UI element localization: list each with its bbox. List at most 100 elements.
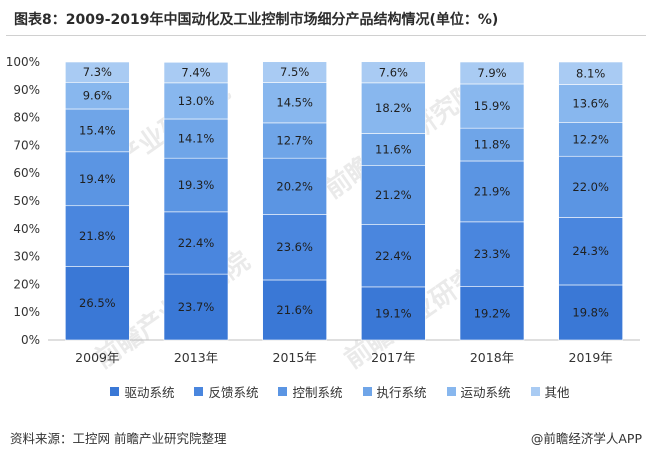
data-label: 19.3%: [178, 178, 215, 192]
bar-segment: [163, 157, 229, 213]
bar-segment: [262, 157, 327, 215]
data-label: 21.9%: [474, 184, 511, 198]
legend-swatch: [362, 386, 372, 396]
bar-segment: [163, 273, 229, 341]
data-label: 22.0%: [572, 180, 609, 194]
bar-segment: [459, 221, 525, 287]
data-label: 15.4%: [79, 123, 116, 137]
x-tick-label: 2009年: [75, 350, 119, 365]
legend-item: 控制系统: [278, 381, 343, 401]
data-label: 11.8%: [474, 138, 511, 152]
data-label: 13.6%: [572, 96, 609, 110]
bar-segment: [361, 286, 426, 341]
data-label: 19.8%: [572, 305, 609, 319]
legend-label: 运动系统: [460, 384, 511, 400]
data-label: 7.4%: [181, 66, 210, 80]
bar-segment: [65, 61, 130, 83]
data-label: 19.4%: [79, 172, 116, 186]
data-label: 23.7%: [178, 300, 215, 314]
data-label: 7.3%: [83, 65, 112, 79]
y-tick-label: 90%: [13, 83, 40, 97]
bar-segment: [558, 284, 623, 341]
data-label: 13.0%: [178, 94, 215, 108]
legend-swatch: [110, 386, 120, 396]
bar-segment: [262, 214, 327, 281]
legend-item: 其他: [530, 381, 570, 401]
x-tick-label: 2019年: [569, 350, 613, 365]
legend-label: 反馈系统: [208, 384, 259, 400]
y-tick-label: 40%: [13, 222, 40, 236]
data-label: 18.2%: [375, 101, 412, 115]
bar-segment: [558, 122, 623, 157]
bar-segment: [65, 266, 130, 341]
bar-segment: [459, 160, 525, 223]
bar-segment: [459, 286, 525, 341]
bar-segment: [262, 82, 327, 124]
bar-segment: [163, 61, 229, 84]
bar-segment: [163, 118, 229, 159]
x-tick-label: 2018年: [470, 350, 514, 365]
chart-legend: 驱动系统 反馈系统 控制系统 执行系统 运动系统 其他: [70, 381, 610, 401]
stacked-bar-chart: 0% 10% 20% 30% 40% 50% 60% 70% 80% 90% 100% 26.5% 21…: [6, 55, 640, 365]
y-tick-label: 60%: [13, 166, 40, 180]
data-label: 8.1%: [576, 66, 605, 80]
data-label: 21.8%: [79, 229, 116, 243]
data-label: 15.9%: [474, 99, 511, 113]
data-label: 21.2%: [375, 188, 412, 202]
app-credit: @前瞻经济学人APP: [530, 431, 642, 446]
bar-segment: [163, 211, 229, 275]
data-label: 23.6%: [276, 240, 313, 254]
x-tick-label: 2015年: [273, 350, 317, 365]
legend-label: 执行系统: [376, 384, 427, 400]
data-label: 12.7%: [276, 134, 313, 148]
bar-segment: [262, 122, 327, 159]
legend-item: 执行系统: [362, 381, 427, 401]
bar-segment: [558, 61, 623, 85]
bar-segment: [558, 155, 623, 218]
bar-segment: [361, 224, 426, 288]
bar-segment: [65, 205, 130, 267]
data-label: 7.6%: [379, 65, 408, 79]
legend-item: 运动系统: [446, 381, 511, 401]
data-label: 7.5%: [280, 65, 309, 79]
data-label: 21.6%: [276, 303, 313, 317]
x-tick-label: 2017年: [371, 350, 415, 365]
chart-title: 图表8：2009-2019年中国动化及工业控制市场细分产品结构情况(单位：%): [14, 12, 499, 28]
title-divider: [6, 35, 646, 36]
y-tick-label: 20%: [13, 277, 40, 291]
data-label: 14.1%: [178, 132, 215, 146]
legend-swatch: [194, 386, 204, 396]
data-label: 7.9%: [477, 66, 506, 80]
bar-segment: [361, 61, 426, 84]
x-tick-label: 2013年: [174, 350, 218, 365]
data-label: 22.4%: [375, 249, 412, 263]
bar-segment: [459, 127, 525, 162]
legend-swatch: [530, 386, 540, 396]
bar-segment: [361, 82, 426, 134]
y-tick-label: 80%: [13, 111, 40, 125]
legend-item: 驱动系统: [110, 381, 174, 401]
data-label: 9.6%: [83, 89, 112, 103]
data-label: 19.2%: [474, 306, 511, 320]
legend-label: 控制系统: [292, 384, 343, 400]
bar-segment: [459, 61, 525, 85]
data-label: 19.1%: [375, 306, 412, 320]
data-label: 12.2%: [572, 132, 609, 146]
y-tick-label: 50%: [13, 194, 40, 208]
data-label: 14.5%: [276, 96, 313, 110]
data-label: 11.6%: [375, 143, 412, 157]
y-tick-label: 0%: [21, 333, 40, 347]
legend-swatch: [446, 386, 456, 396]
data-label: 26.5%: [79, 296, 116, 310]
legend-item: 反馈系统: [194, 381, 258, 401]
data-label: 22.4%: [178, 236, 215, 250]
data-label: 23.3%: [474, 247, 511, 261]
bar-segment: [262, 61, 327, 83]
bar-segment: [262, 279, 327, 341]
y-tick-label: 10%: [13, 305, 40, 319]
y-tick-label: 70%: [13, 138, 40, 152]
data-label: 24.3%: [572, 244, 609, 258]
legend-label: 驱动系统: [124, 384, 175, 400]
bar-segment: [558, 84, 623, 123]
bar-segment: [459, 83, 525, 129]
